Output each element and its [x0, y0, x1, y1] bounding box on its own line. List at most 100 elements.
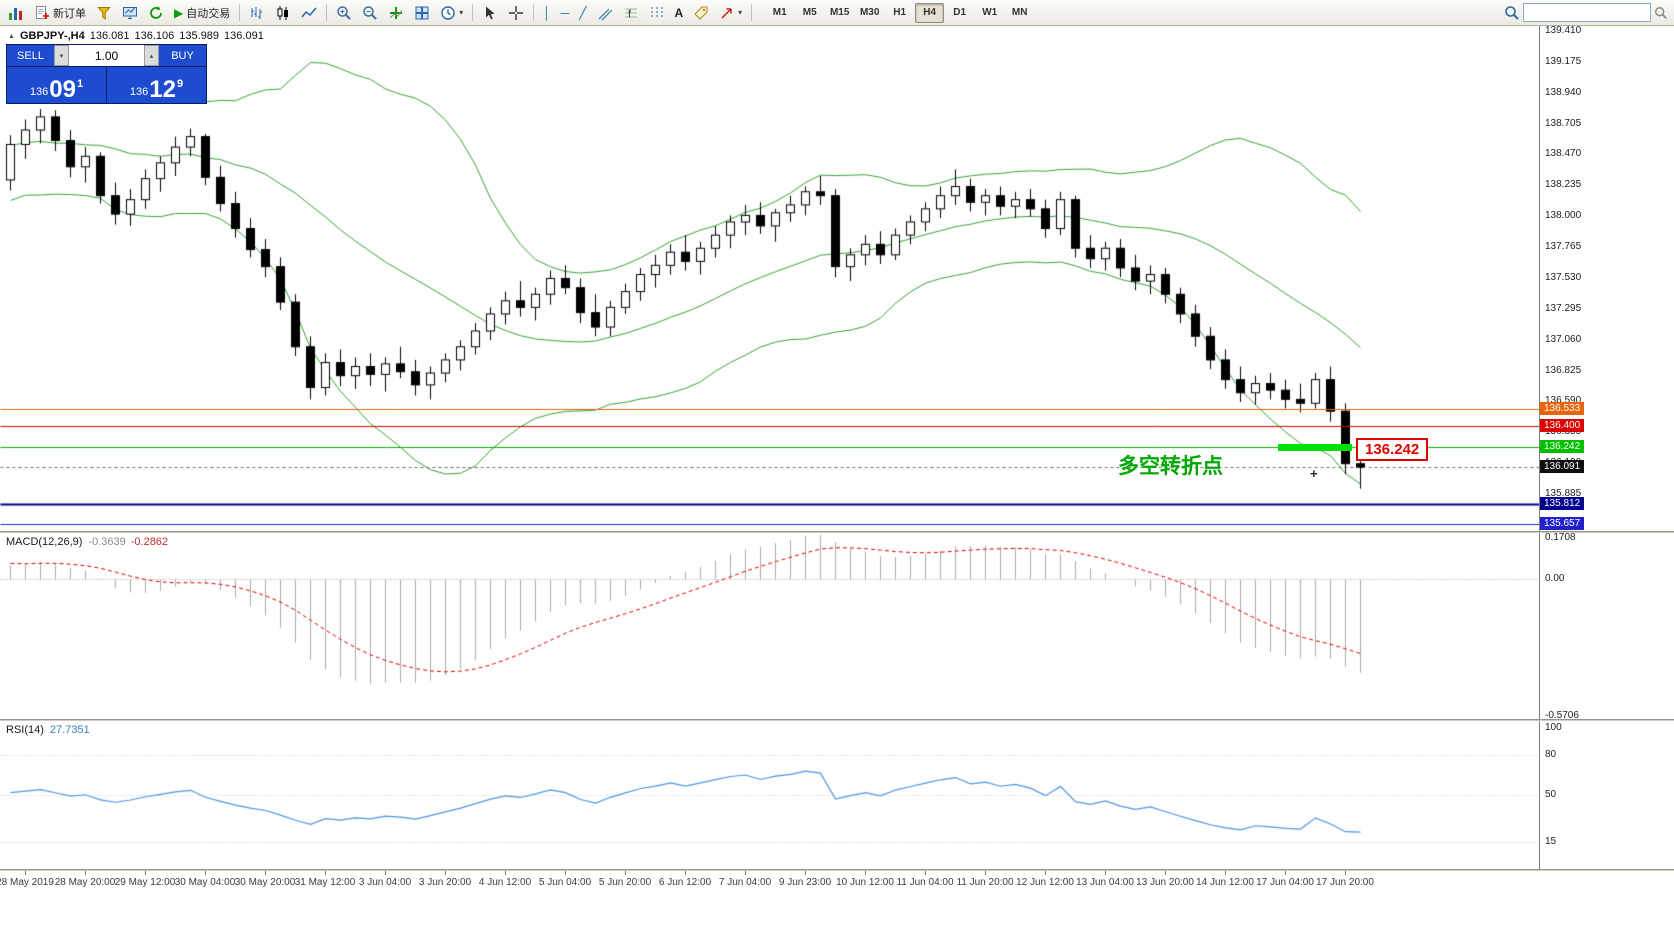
arrows-button[interactable]: ▾ — [715, 2, 746, 24]
price-axis-label: 137.295 — [1545, 302, 1582, 314]
refresh-button[interactable] — [144, 2, 168, 24]
text-label-button[interactable] — [689, 2, 713, 24]
price-axis-label: 136.590 — [1545, 395, 1582, 407]
trendline-button[interactable]: ╱ — [575, 2, 590, 24]
funnel-button[interactable] — [92, 2, 116, 24]
line-chart-button[interactable] — [297, 2, 321, 24]
timeframe-m30[interactable]: M30 — [859, 7, 880, 18]
rsi-price-axis[interactable]: 100 80 50 15 — [1539, 721, 1674, 869]
search-input[interactable] — [1523, 3, 1651, 22]
price-callout-label[interactable]: 136.242 — [1356, 438, 1429, 461]
charts-profile-button[interactable] — [118, 2, 142, 24]
new-order-button[interactable]: 新订单 — [30, 2, 90, 24]
macd-price-axis[interactable]: 0.1708 0.00 -0.5706 — [1539, 532, 1674, 721]
timeframe-w1[interactable]: W1 — [982, 7, 998, 18]
price-tag-135.812: 135.812 — [1540, 496, 1585, 510]
bar-chart-button[interactable] — [245, 2, 269, 24]
rsi-axis-label: 100 — [1545, 721, 1562, 733]
timeframe-d1[interactable]: D1 — [953, 7, 967, 18]
autotrading-button[interactable]: ▶ 自动交易 — [170, 2, 234, 24]
zoom-out-icon — [363, 5, 377, 20]
text-button[interactable]: A — [671, 2, 688, 24]
timeframe-m5[interactable]: M5 — [802, 7, 817, 18]
time-tick — [625, 871, 626, 875]
price-tag-135.657: 135.657 — [1540, 517, 1585, 531]
buy-button[interactable]: BUY — [159, 45, 206, 66]
volume-increase-button[interactable]: ▴ — [144, 45, 159, 66]
app-logo — [4, 2, 28, 24]
time-tick — [265, 871, 266, 875]
macd-canvas[interactable] — [0, 533, 1539, 719]
arrows-icon — [721, 7, 732, 19]
time-tick — [805, 871, 806, 875]
toolbar-separator — [472, 4, 474, 21]
panel-splitter[interactable] — [0, 719, 1674, 721]
timeframe-mn[interactable]: MN — [1011, 7, 1028, 18]
autotrading-play-icon: ▶ — [174, 5, 184, 20]
time-tick — [985, 871, 986, 875]
time-axis-label: 3 Jun 20:00 — [418, 877, 472, 888]
timeframe-h1[interactable]: H1 — [893, 7, 907, 18]
time-axis-label: 13 Jun 04:00 — [1076, 877, 1134, 888]
main-chart-canvas[interactable] — [0, 26, 1539, 531]
channel-button[interactable] — [593, 2, 617, 24]
rsi-header: RSI(14) 27.7351 — [6, 724, 90, 736]
timeframe-m1[interactable]: M1 — [772, 7, 787, 18]
panel-splitter[interactable] — [0, 531, 1674, 533]
volume-input[interactable] — [69, 45, 144, 66]
zoom-out-button[interactable] — [358, 2, 382, 24]
sell-button[interactable]: SELL — [7, 45, 54, 66]
zoom-in-button[interactable] — [332, 2, 356, 24]
horizontal-line-button[interactable]: ─ — [557, 2, 574, 24]
main-price-axis[interactable]: 139.410 139.175 138.940 138.705 138.470 138.2… — [1539, 25, 1674, 531]
time-tick — [1345, 871, 1346, 875]
highlight-segment[interactable] — [1278, 444, 1352, 452]
one-click-trade-widget: SELL ▾ ▴ BUY 136 09 1 136 12 9 — [6, 44, 207, 104]
sell-price-button[interactable]: 136 09 1 — [7, 67, 107, 103]
buy-price-big: 12 — [149, 76, 176, 103]
timeframe-m15[interactable]: M15 — [829, 7, 850, 18]
time-tick — [1285, 871, 1286, 875]
time-axis-label: 12 Jun 12:00 — [1016, 877, 1074, 888]
time-tick — [25, 871, 26, 875]
timeframe-buttons: M1 M5 M15 M30 H1 H4 D1 W1 MN — [765, 2, 1034, 23]
zoom-in-icon — [337, 5, 351, 20]
macd-label: MACD(12,26,9) — [6, 536, 83, 548]
crosshair-button[interactable] — [504, 2, 528, 24]
tile-windows-button[interactable] — [410, 2, 434, 24]
vertical-line-button[interactable]: │ — [539, 2, 555, 24]
trade-volume-row: SELL ▾ ▴ BUY — [7, 45, 206, 67]
time-axis-label: 29 May 12:00 — [114, 877, 176, 888]
price-tag-136.400: 136.400 — [1540, 419, 1585, 433]
chart-collapse-icon[interactable]: ▲ — [8, 32, 15, 40]
toolbar-separator — [326, 4, 328, 21]
cursor-button[interactable] — [478, 2, 502, 24]
rsi-canvas[interactable] — [0, 721, 1539, 869]
time-tick — [1105, 871, 1106, 875]
bar-chart-icon — [251, 6, 263, 19]
candlestick-chart-button[interactable] — [271, 2, 295, 24]
chart-symbol: GBPJPY-,H4 — [19, 30, 85, 42]
fibonacci-button[interactable]: f — [619, 2, 643, 24]
turning-point-annotation[interactable]: 多空转折点 — [1118, 455, 1223, 478]
buy-price-main: 136 — [129, 86, 149, 98]
toolbar-separator — [533, 4, 535, 21]
timeframe-h4[interactable]: H4 — [915, 2, 945, 23]
search-go-icon[interactable] — [1654, 6, 1668, 20]
mouse-cursor-icon: + — [1310, 466, 1318, 481]
indicators-button[interactable] — [384, 2, 408, 24]
periods-button[interactable]: ▾ — [436, 2, 467, 24]
line-chart-icon — [301, 7, 317, 17]
cycle-lines-button[interactable] — [645, 2, 669, 24]
main-chart-panel: ▲ GBPJPY-,H4 136.081 136.106 135.989 136… — [0, 25, 1674, 531]
rsi-panel: RSI(14) 27.7351 100 80 50 15 — [0, 721, 1674, 869]
panel-splitter[interactable] — [0, 869, 1674, 871]
time-axis-label: 3 Jun 04:00 — [358, 877, 412, 888]
time-tick — [1225, 871, 1226, 875]
buy-price-button[interactable]: 136 12 9 — [107, 67, 206, 103]
sell-price-sup: 1 — [76, 78, 84, 90]
price-axis-label: 137.060 — [1545, 333, 1582, 345]
macd-axis-label: 0.00 — [1545, 572, 1565, 584]
time-axis[interactable]: 28 May 2019 28 May 20:00 29 May 12:00 30 Ma… — [0, 871, 1674, 947]
volume-decrease-button[interactable]: ▾ — [54, 45, 69, 66]
